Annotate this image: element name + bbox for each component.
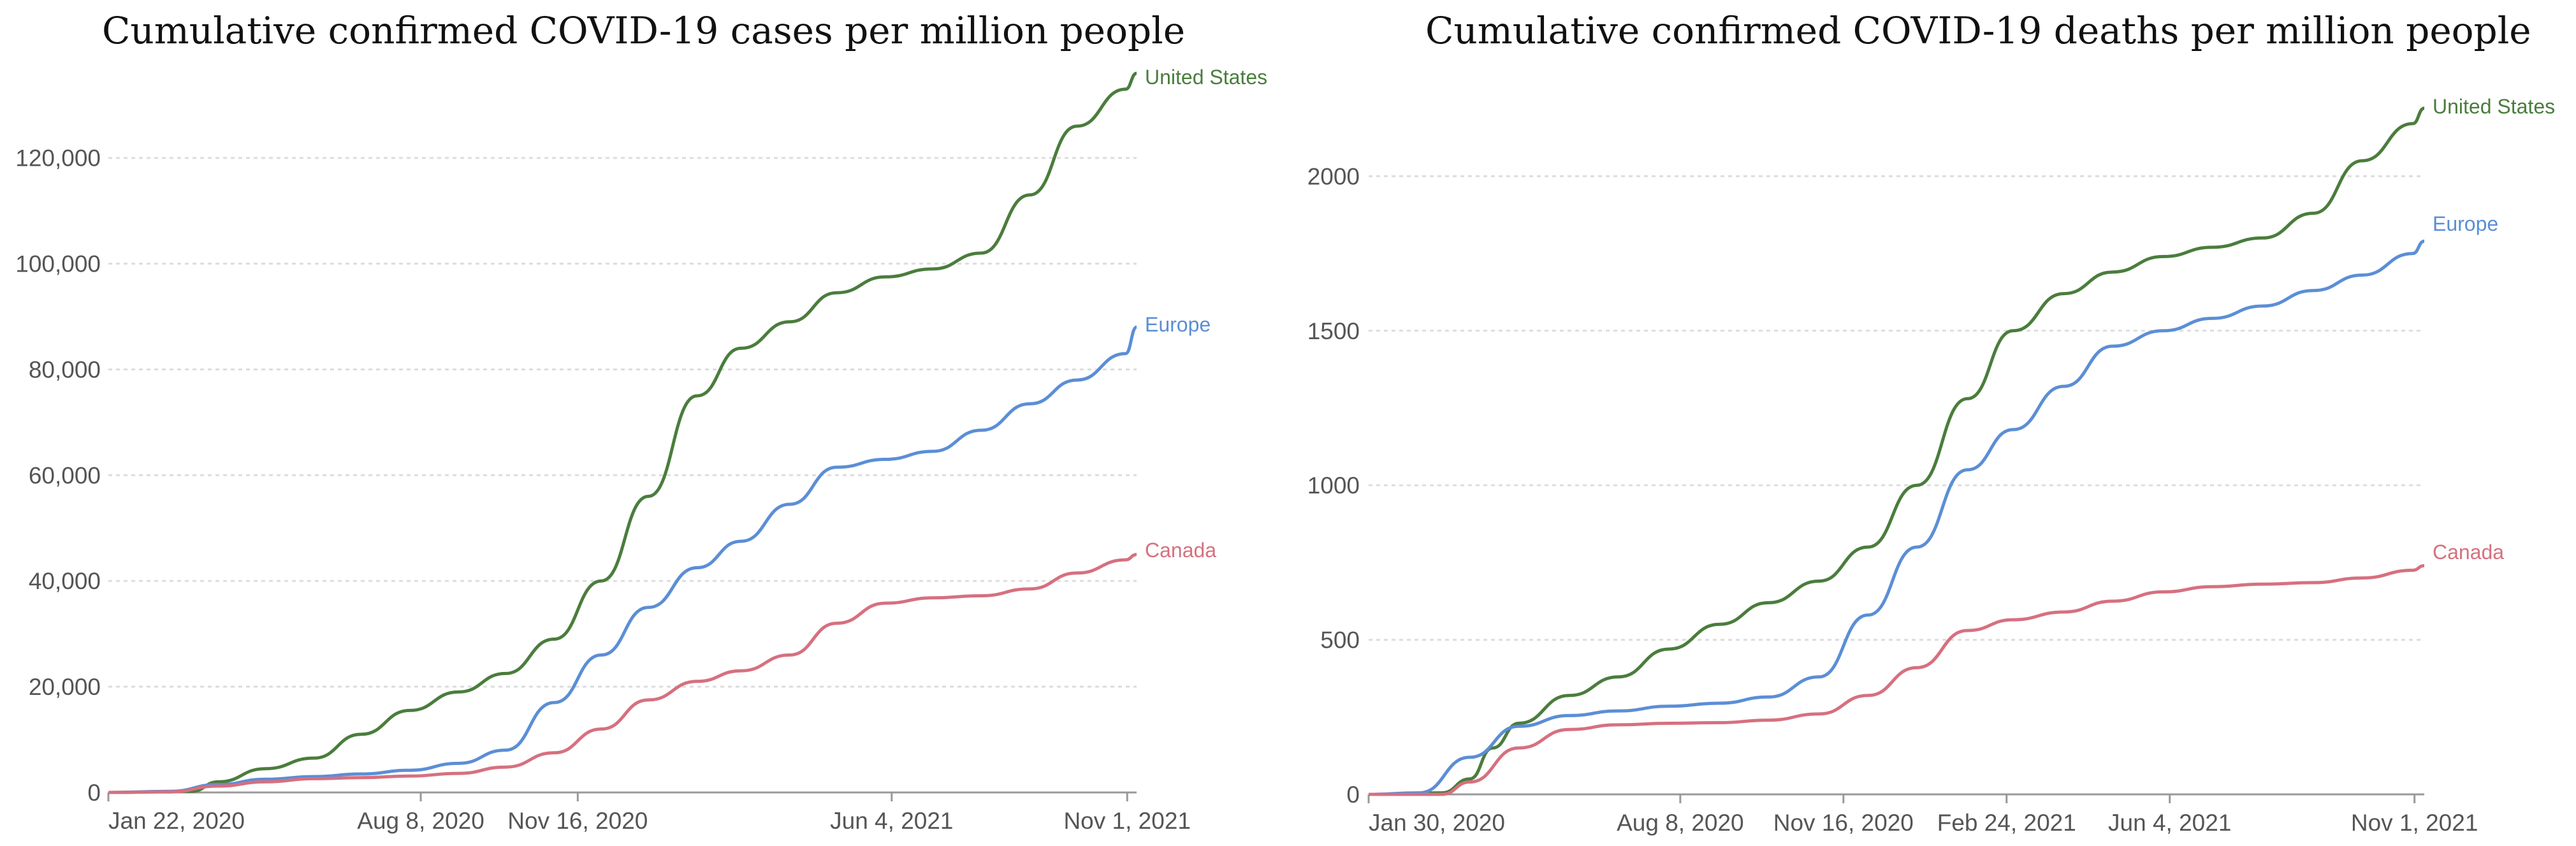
- cases-y-tick-label: 0: [87, 780, 101, 806]
- cases-series-line-canada: [108, 553, 1137, 794]
- deaths-series-line-europe: [1368, 239, 2425, 796]
- deaths-x-tick-label: Nov 1, 2021: [2351, 810, 2478, 836]
- cases-x-tick-label: Jun 4, 2021: [830, 808, 953, 834]
- cases-y-tick-label: 80,000: [29, 356, 101, 383]
- cases-series-line-europe: [108, 325, 1138, 794]
- deaths-y-tick-label: 500: [1320, 627, 1360, 653]
- deaths-chart-title: Cumulative confirmed COVID-19 deaths per…: [1425, 9, 2531, 52]
- deaths-x-tick-label: Jan 30, 2020: [1369, 810, 1505, 836]
- deaths-y-tick-label: 0: [1346, 782, 1360, 808]
- deaths-x-tick-label: Jun 4, 2021: [2108, 810, 2231, 836]
- cases-y-tick-label: 120,000: [15, 145, 101, 171]
- deaths-series-line-united-states: [1368, 106, 2425, 796]
- cases-y-tick-label: 60,000: [29, 462, 101, 488]
- deaths-series-label-europe: Europe: [2433, 212, 2498, 235]
- deaths-y-tick-label: 1500: [1307, 318, 1360, 344]
- cases-x-tick-label: Jan 22, 2020: [108, 808, 245, 834]
- cases-y-tick-label: 100,000: [15, 251, 101, 277]
- deaths-series-label-united-states: United States: [2433, 95, 2555, 118]
- cases-chart: 0 20,000 40,000 60,000 80,000 100,000 120,000 J…: [15, 66, 1267, 834]
- cases-series-line-united-states: [108, 71, 1137, 794]
- deaths-y-tick-label: 2000: [1307, 163, 1360, 189]
- cases-y-tick-label: 40,000: [29, 568, 101, 594]
- cases-series-label-europe: Europe: [1145, 313, 1211, 336]
- deaths-x-tick-label: Aug 8, 2020: [1617, 810, 1744, 836]
- deaths-x-tick-label: Feb 24, 2021: [1937, 810, 2076, 836]
- cases-series-label-canada: Canada: [1145, 539, 1216, 562]
- deaths-series-label-canada: Canada: [2433, 541, 2504, 564]
- deaths-y-tick-label: 1000: [1307, 472, 1360, 499]
- cases-chart-title: Cumulative confirmed COVID-19 cases per …: [102, 9, 1186, 52]
- deaths-series-line-canada: [1368, 564, 2425, 796]
- deaths-x-tick-label: Nov 16, 2020: [1773, 810, 1914, 836]
- cases-x-tick-label: Aug 8, 2020: [357, 808, 484, 834]
- cases-series-label-united-states: United States: [1145, 66, 1267, 89]
- cases-x-tick-label: Nov 16, 2020: [507, 808, 648, 834]
- cases-x-tick-label: Nov 1, 2021: [1063, 808, 1191, 834]
- deaths-chart: 0 500 1000 1500 2000 Jan 30, 2020 Aug 8, 2020 N…: [1307, 95, 2555, 836]
- cases-y-tick-label: 20,000: [29, 674, 101, 700]
